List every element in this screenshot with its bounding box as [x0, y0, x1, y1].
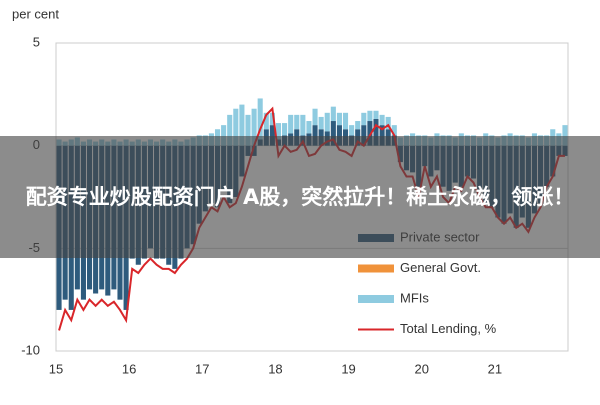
bar [385, 116, 391, 130]
bar [227, 114, 233, 146]
banner-text: 配资专业炒股配资门户 A股，突然拉升！稀土永磁，领涨！ [25, 185, 575, 209]
bar [312, 125, 318, 146]
bar [330, 106, 336, 122]
x-tick-label: 21 [488, 361, 502, 376]
bar [263, 112, 269, 130]
bar [361, 112, 367, 126]
bar [306, 121, 312, 134]
bar [367, 121, 373, 146]
bar [562, 125, 568, 146]
bar [330, 121, 336, 146]
bar [269, 112, 275, 126]
x-tick-label: 17 [195, 361, 209, 376]
bar [391, 125, 397, 136]
bar [336, 112, 342, 126]
bar [251, 108, 257, 146]
x-tick-label: 20 [414, 361, 428, 376]
bar [318, 116, 324, 130]
x-tick-label: 15 [49, 361, 63, 376]
x-tick-label: 19 [341, 361, 355, 376]
legend-swatch [358, 264, 394, 273]
bar [294, 114, 300, 130]
x-tick-label: 16 [122, 361, 136, 376]
y-tick-label: 5 [33, 34, 40, 49]
bar [336, 125, 342, 146]
bar [288, 114, 294, 134]
legend-label: MFIs [400, 290, 429, 305]
bar [312, 108, 318, 126]
bar [373, 118, 379, 146]
x-tick-label: 18 [268, 361, 282, 376]
bar [342, 112, 349, 130]
bar [245, 114, 251, 146]
bar [367, 110, 373, 122]
legend-label: Total Lending, % [400, 321, 497, 336]
bar [233, 108, 239, 146]
bar [361, 125, 367, 146]
y-tick-label: -10 [21, 342, 40, 357]
bar [373, 110, 379, 119]
bar [355, 121, 361, 130]
bar [269, 125, 275, 146]
bar [257, 98, 263, 140]
bar [221, 125, 227, 146]
bar [282, 123, 288, 136]
legend-swatch [358, 295, 394, 303]
bar [379, 125, 385, 146]
legend-label: General Govt. [400, 260, 481, 275]
bar [239, 104, 245, 146]
bar [379, 114, 385, 126]
y-axis-label: per cent [12, 6, 59, 21]
bar [300, 114, 306, 136]
bar [349, 125, 355, 136]
overlay-banner: 配资专业炒股配资门户 A股，突然拉升！稀土永磁，领涨！ [0, 136, 600, 258]
bar [324, 112, 330, 132]
bar [275, 123, 282, 140]
